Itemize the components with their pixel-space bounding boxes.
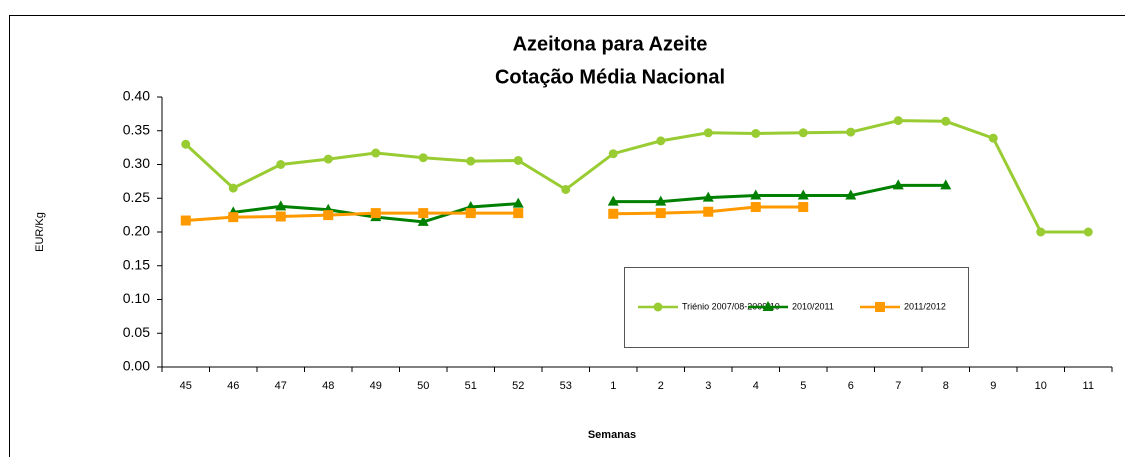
y-tick-label: 0.10: [123, 290, 150, 306]
marker: [512, 197, 524, 208]
x-tick-label: 5: [800, 380, 806, 392]
y-tick-label: 0.40: [123, 88, 150, 104]
series-line: [184, 119, 1089, 234]
x-tick-label: 6: [848, 380, 854, 392]
marker: [181, 139, 191, 149]
x-tick-label: 48: [322, 380, 334, 392]
x-tick-label: 11: [1083, 380, 1094, 392]
marker: [275, 200, 287, 211]
marker: [418, 208, 429, 219]
marker: [1036, 227, 1046, 237]
legend-marker: [653, 302, 663, 312]
marker: [655, 195, 667, 206]
marker: [466, 156, 476, 166]
x-tick-label: 1: [610, 380, 616, 392]
marker: [607, 195, 619, 206]
marker: [608, 149, 618, 159]
y-tick-label: 0.25: [123, 189, 150, 205]
x-tick-label: 7: [895, 380, 901, 392]
marker: [276, 160, 286, 169]
marker: [798, 202, 809, 213]
marker: [703, 206, 714, 217]
x-tick-label: 47: [275, 380, 287, 392]
marker: [988, 133, 998, 143]
marker: [655, 208, 666, 219]
series-line: [185, 211, 519, 223]
marker: [702, 191, 714, 202]
x-tick-label: 10: [1035, 380, 1047, 392]
marker: [180, 215, 191, 226]
legend-marker: [875, 302, 885, 312]
x-tick-label: 52: [512, 380, 524, 392]
marker: [656, 136, 666, 146]
y-tick-label: 0.15: [123, 256, 150, 272]
series-line: [613, 183, 946, 204]
marker: [513, 155, 523, 165]
chart-frame: [9, 15, 1125, 457]
marker: [561, 184, 571, 194]
marker: [846, 127, 856, 137]
x-tick-label: 45: [180, 380, 192, 392]
x-tick-label: 53: [560, 380, 572, 392]
x-tick-label: 2: [658, 380, 664, 392]
legend-label: 2011/2012: [904, 301, 946, 311]
marker: [323, 154, 333, 164]
x-axis-label: Semanas: [588, 429, 636, 441]
y-tick-label: 0.35: [123, 121, 150, 137]
y-axis-label: EUR/Kg: [34, 212, 46, 252]
marker: [750, 189, 762, 200]
x-tick-label: 8: [943, 380, 949, 392]
marker: [371, 148, 381, 158]
marker: [797, 189, 809, 200]
marker: [608, 208, 619, 219]
marker: [323, 210, 334, 221]
marker: [893, 116, 903, 126]
legend-label: 2010/2011: [792, 301, 834, 311]
legend-box: [624, 267, 969, 348]
x-tick-label: 46: [227, 380, 239, 392]
x-tick-label: 49: [370, 380, 382, 392]
x-tick-label: 50: [417, 380, 429, 392]
marker: [940, 179, 952, 190]
marker: [228, 183, 238, 193]
marker: [941, 116, 951, 126]
y-tick-label: 0.05: [123, 324, 150, 340]
marker: [892, 179, 904, 190]
x-tick-label: 51: [465, 380, 477, 392]
x-tick-label: 4: [753, 380, 759, 392]
marker: [703, 128, 713, 138]
marker: [751, 128, 761, 138]
marker: [750, 202, 761, 213]
y-tick-label: 0.30: [123, 155, 150, 171]
marker: [228, 212, 239, 223]
y-tick-label: 0.00: [123, 358, 150, 374]
marker: [417, 215, 429, 226]
y-tick-label: 0.20: [123, 223, 150, 239]
marker: [1083, 227, 1093, 237]
legend-marker: [762, 301, 774, 311]
marker: [513, 208, 524, 219]
marker: [275, 211, 286, 222]
x-tick-label: 9: [990, 380, 996, 392]
marker: [370, 208, 381, 219]
marker: [845, 189, 857, 200]
x-tick-label: 3: [705, 380, 711, 392]
marker: [798, 128, 808, 138]
legend-label: Triénio 2007/08-2009/10: [682, 301, 780, 311]
chart-title: Azeitona para Azeite: [513, 33, 708, 55]
marker: [418, 153, 428, 163]
chart-subtitle: Cotação Média Nacional: [495, 66, 725, 88]
marker: [465, 208, 476, 219]
